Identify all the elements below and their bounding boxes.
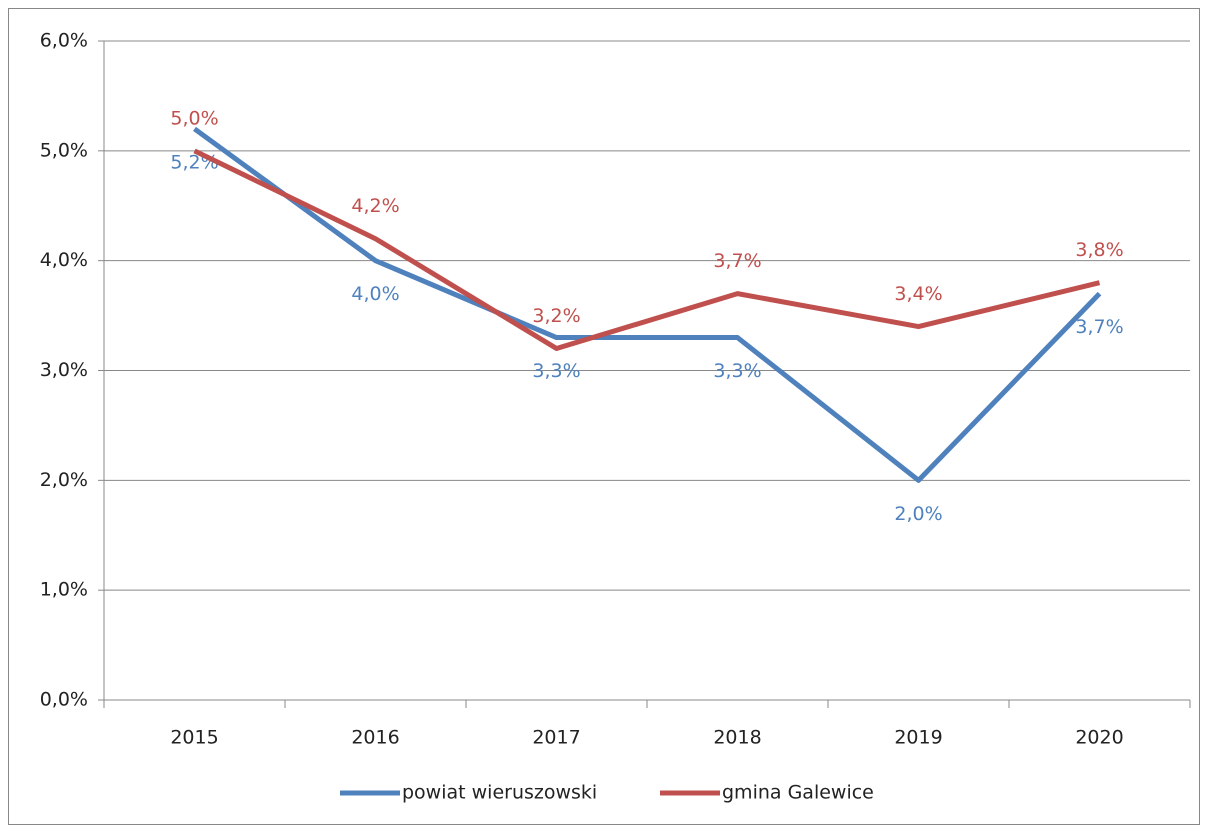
- data-label: 4,0%: [351, 283, 399, 305]
- legend-label: powiat wieruszowski: [402, 782, 597, 804]
- data-label: 5,0%: [170, 107, 218, 129]
- data-label: 3,2%: [532, 305, 580, 327]
- legend-label: gmina Galewice: [722, 782, 874, 804]
- y-tick-label: 5,0%: [40, 139, 88, 161]
- x-tick-label: 2016: [351, 727, 399, 749]
- data-label: 3,3%: [532, 360, 580, 382]
- y-tick-label: 4,0%: [40, 249, 88, 271]
- data-label: 3,4%: [894, 283, 942, 305]
- y-tick-label: 1,0%: [40, 579, 88, 601]
- y-tick-label: 0,0%: [40, 689, 88, 711]
- y-tick-label: 6,0%: [40, 30, 88, 52]
- data-label: 3,3%: [713, 360, 761, 382]
- chart-frame: [8, 8, 1200, 825]
- x-tick-label: 2018: [713, 727, 761, 749]
- x-tick-label: 2019: [894, 727, 942, 749]
- data-label: 3,7%: [713, 250, 761, 272]
- data-label: 3,7%: [1075, 316, 1123, 338]
- data-label: 4,2%: [351, 195, 399, 217]
- x-tick-label: 2020: [1075, 727, 1123, 749]
- y-tick-label: 2,0%: [40, 469, 88, 491]
- data-label: 2,0%: [894, 503, 942, 525]
- y-tick-label: 3,0%: [40, 359, 88, 381]
- x-tick-label: 2015: [170, 727, 218, 749]
- data-label: 3,8%: [1075, 239, 1123, 261]
- x-tick-label: 2017: [532, 727, 580, 749]
- data-label: 5,2%: [170, 151, 218, 173]
- series-line: [193, 126, 1102, 483]
- series-line: [193, 148, 1101, 352]
